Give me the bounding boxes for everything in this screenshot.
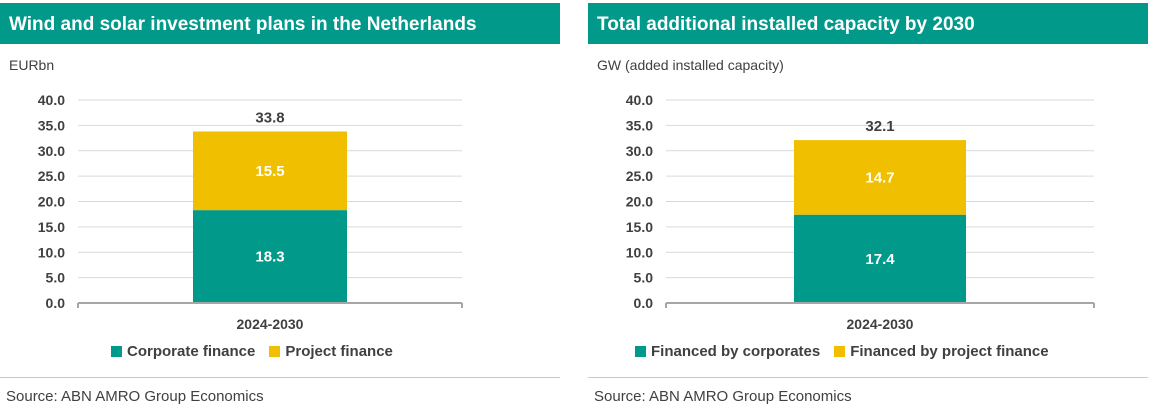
chart-title-bar: Total additional installed capacity by 2…	[588, 3, 1148, 44]
legend-item-financed-by-project-finance: Financed by project finance	[834, 343, 1049, 360]
chart-title: Wind and solar investment plans in the N…	[9, 14, 477, 35]
legend-label: Financed by project finance	[850, 343, 1049, 360]
legend-swatch-teal	[111, 346, 122, 357]
bar-segment	[794, 214, 966, 303]
y-tick-label: 20.0	[626, 194, 653, 210]
y-tick-label: 25.0	[38, 168, 65, 184]
chart-title-bar: Wind and solar investment plans in the N…	[0, 3, 560, 44]
legend-swatch-yellow	[834, 346, 846, 357]
y-tick-label: 15.0	[38, 219, 65, 235]
legend-label: Project finance	[285, 343, 393, 360]
legend-label: Financed by corporates	[651, 343, 821, 360]
source-note: Source: ABN AMRO Group Economics	[594, 388, 852, 405]
right-chart-panel: Total additional installed capacity by 2…	[588, 0, 1148, 414]
y-tick-label: 35.0	[626, 117, 653, 133]
bar-data-label: 15.5	[255, 163, 284, 180]
y-tick-label: 0.0	[46, 295, 66, 311]
y-axis-unit: EURbn	[9, 57, 55, 73]
legend-swatch-yellow	[269, 346, 281, 357]
y-tick-label: 40.0	[38, 92, 65, 108]
legend-item-corporate-finance: Corporate finance	[111, 343, 255, 360]
bar-total-label: 32.1	[865, 118, 894, 135]
bar-data-label: 17.4	[865, 251, 895, 268]
y-tick-label: 30.0	[38, 143, 65, 159]
y-tick-label: 15.0	[626, 219, 653, 235]
bar-data-label: 14.7	[865, 169, 894, 186]
y-tick-label: 10.0	[38, 244, 65, 260]
divider	[0, 377, 560, 378]
chart-legend: Corporate finance Project finance	[111, 343, 407, 360]
bar-segment	[794, 140, 966, 215]
chart-title: Total additional installed capacity by 2…	[597, 14, 975, 35]
y-axis-unit: GW (added installed capacity)	[597, 57, 784, 73]
source-note: Source: ABN AMRO Group Economics	[6, 388, 264, 405]
y-tick-label: 5.0	[46, 270, 66, 286]
legend-item-financed-by-corporates: Financed by corporates	[635, 343, 820, 360]
capacity-chart: 0.0 5.0 10.0 15.0 20.0 25.0 30.0 35.0 40.0 17.4 14…	[626, 92, 1095, 332]
bar-segment	[193, 210, 347, 303]
y-tick-label: 30.0	[626, 143, 653, 159]
left-chart-panel: Wind and solar investment plans in the N…	[0, 0, 560, 414]
legend-label: Corporate finance	[127, 343, 256, 360]
bar-data-label: 18.3	[255, 249, 284, 266]
y-tick-label: 35.0	[38, 117, 65, 133]
y-tick-label: 5.0	[634, 270, 654, 286]
investment-chart: 0.0 5.0 10.0 15.0 20.0 25.0 30.0 35.0 40.0 18.3 15…	[38, 92, 463, 332]
y-tick-label: 0.0	[634, 295, 654, 311]
y-tick-label: 20.0	[38, 194, 65, 210]
bar-total-label: 33.8	[255, 109, 284, 126]
legend-swatch-teal	[635, 346, 646, 357]
y-tick-label: 40.0	[626, 92, 653, 108]
x-category-label: 2024-2030	[237, 316, 304, 332]
x-category-label: 2024-2030	[847, 316, 914, 332]
chart-legend: Financed by corporates Financed by proje…	[635, 343, 1063, 360]
bar-segment	[193, 131, 347, 211]
legend-item-project-finance: Project finance	[269, 343, 393, 360]
y-tick-label: 10.0	[626, 244, 653, 260]
divider	[588, 377, 1148, 378]
y-tick-label: 25.0	[626, 168, 653, 184]
